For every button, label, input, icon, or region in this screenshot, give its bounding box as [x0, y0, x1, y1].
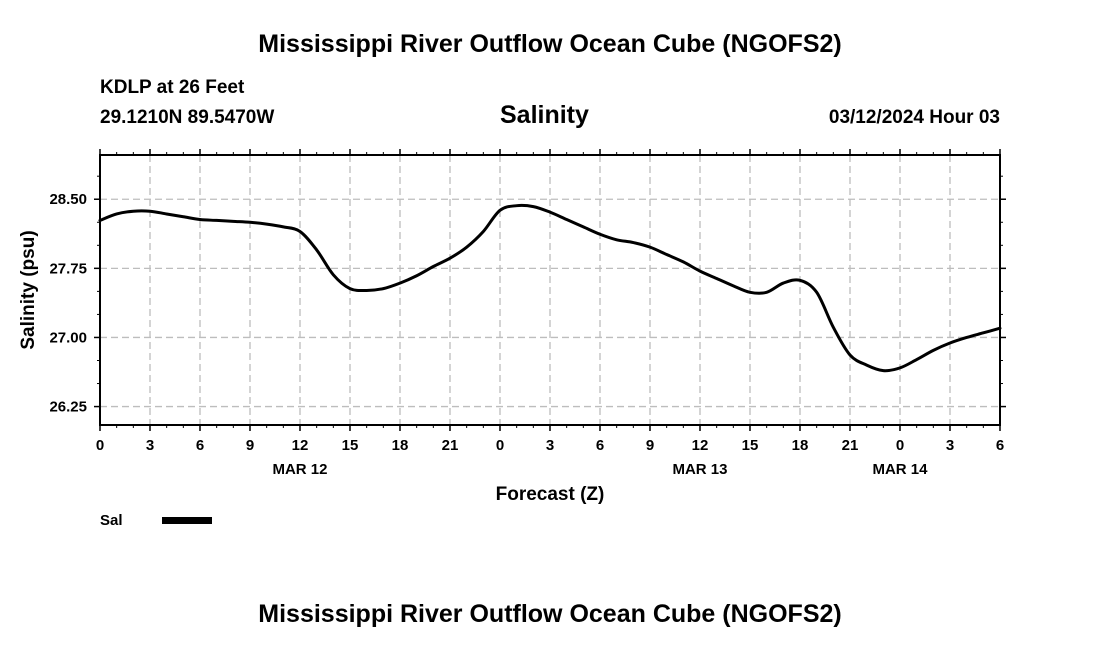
- station-coordinates: 29.1210N 89.5470W: [100, 107, 275, 128]
- x-tick-label: 9: [246, 437, 254, 454]
- x-tick-label: 9: [646, 437, 654, 454]
- x-tick-label: 0: [96, 437, 104, 454]
- x-tick-label: 15: [742, 437, 759, 454]
- date-label: MAR 14: [872, 461, 928, 478]
- grid-layer: [100, 155, 1000, 425]
- x-tick-label: 12: [292, 437, 309, 454]
- station-label: KDLP at 26 Feet: [100, 77, 245, 98]
- ticks-layer: [94, 149, 1006, 431]
- chart-title: Salinity: [500, 101, 589, 129]
- x-tick-label: 6: [596, 437, 604, 454]
- x-tick-label: 3: [946, 437, 954, 454]
- x-tick-label: 6: [996, 437, 1004, 454]
- x-tick-label: 6: [196, 437, 204, 454]
- y-tick-label: 27.75: [49, 260, 87, 277]
- y-tick-label: 26.25: [49, 399, 87, 416]
- x-tick-label: 18: [392, 437, 409, 454]
- date-label: MAR 12: [272, 461, 327, 478]
- x-tick-label: 18: [792, 437, 809, 454]
- date-label: MAR 13: [672, 461, 727, 478]
- x-tick-label: 0: [496, 437, 504, 454]
- x-tick-label: 21: [842, 437, 859, 454]
- forecast-datetime: 03/12/2024 Hour 03: [828, 107, 1000, 128]
- legend-label-sal: Sal: [100, 512, 123, 529]
- x-tick-label: 15: [342, 437, 359, 454]
- x-tick-label: 3: [146, 437, 154, 454]
- legend-swatch-sal: [162, 517, 212, 524]
- x-tick-label: 3: [546, 437, 554, 454]
- x-tick-label: 12: [692, 437, 709, 454]
- y-axis-title: Salinity (psu): [18, 230, 39, 349]
- y-tick-label: 27.00: [49, 329, 87, 346]
- chart-header-title: Mississippi River Outflow Ocean Cube (NG…: [258, 30, 842, 58]
- x-tick-label: 0: [896, 437, 904, 454]
- x-tick-label: 21: [442, 437, 459, 454]
- y-tick-label: 28.50: [49, 191, 87, 208]
- footer-title: Mississippi River Outflow Ocean Cube (NG…: [258, 600, 842, 628]
- labels-layer: 0 3 6 9 12 15 18 21 0 3 6 9 12 15 18 21 0 3 6 MAR 12 MAR 13 M…: [49, 191, 1004, 478]
- x-axis-title: Forecast (Z): [496, 484, 605, 505]
- series-line-sal: [98, 203, 1002, 373]
